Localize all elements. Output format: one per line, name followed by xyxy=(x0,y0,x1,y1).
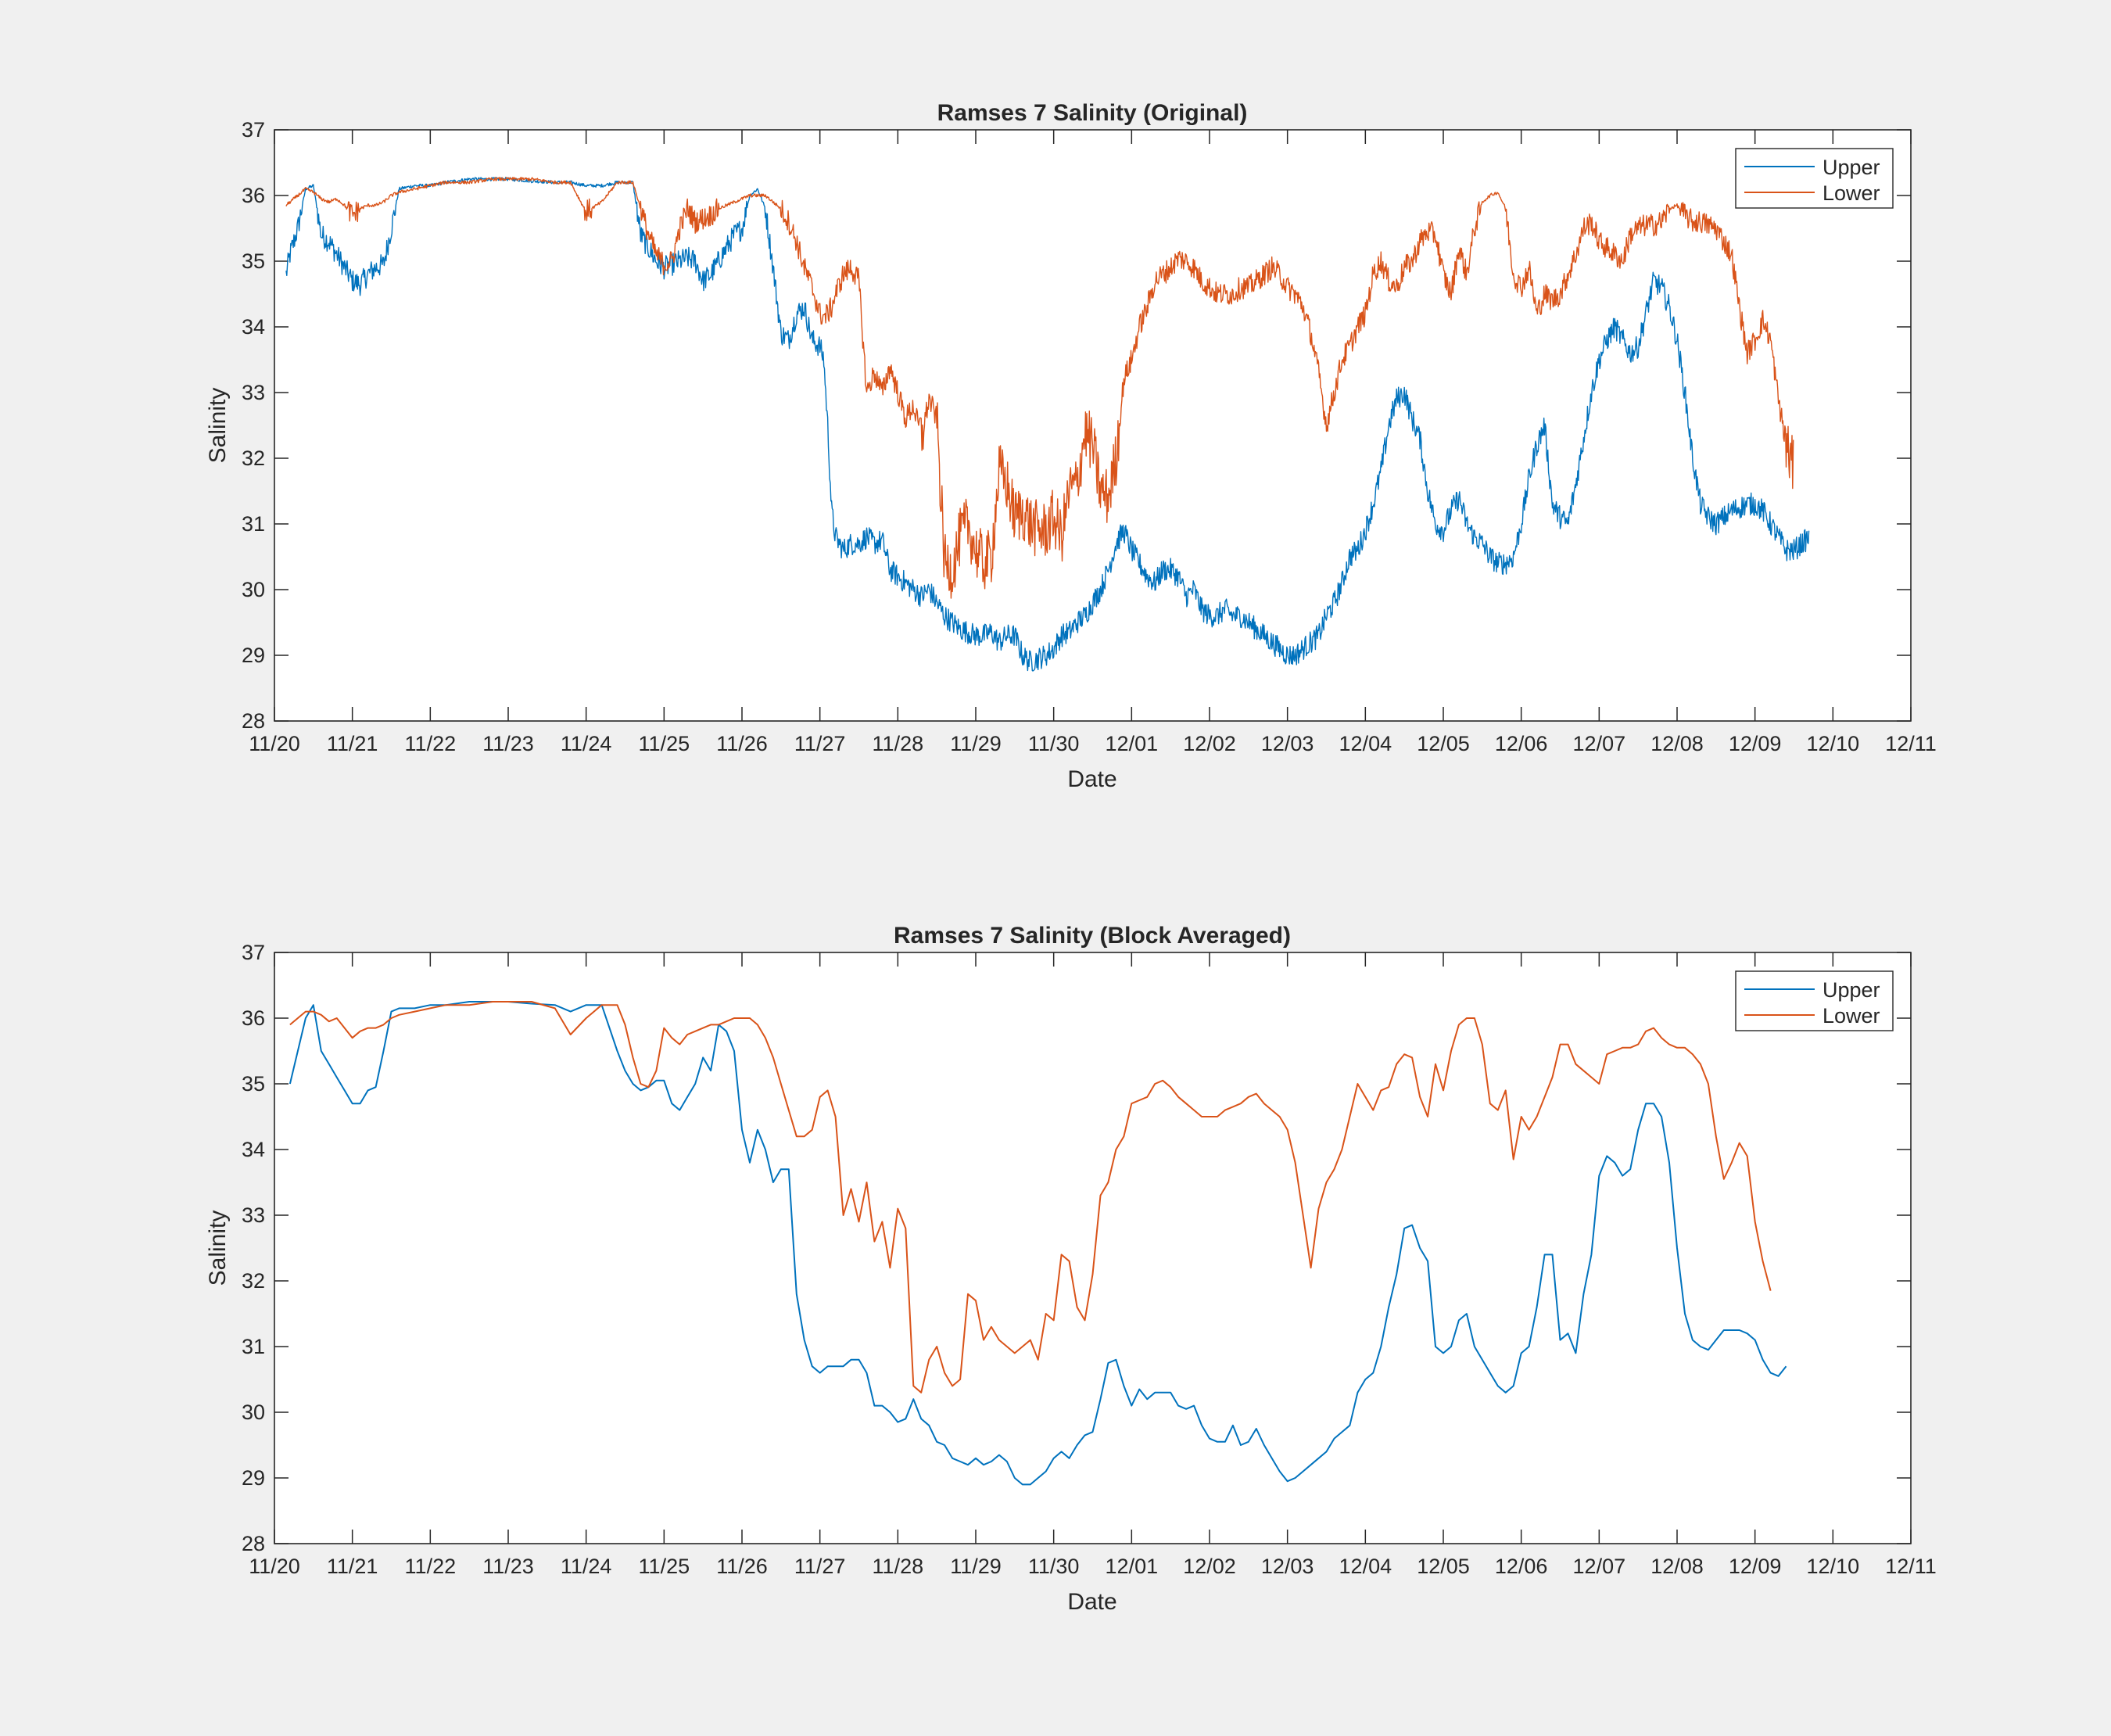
legend-label-upper: Upper xyxy=(1822,156,1880,179)
y-tick-label: 31 xyxy=(242,512,265,536)
y-tick-label: 28 xyxy=(242,1532,265,1555)
chart-original: Ramses 7 Salinity (Original) Date Salini… xyxy=(205,100,1937,792)
y-tick-label: 37 xyxy=(242,941,265,964)
y-tick-label: 34 xyxy=(242,1138,265,1161)
x-tick-label: 12/01 xyxy=(1106,1555,1159,1578)
x-tick-label: 11/24 xyxy=(561,1555,612,1578)
series-line-lower xyxy=(289,1001,1772,1393)
y-tick-label: 33 xyxy=(242,381,265,404)
y-tick-label: 30 xyxy=(242,1401,265,1424)
plot-frame xyxy=(274,129,1912,722)
x-tick-label: 11/26 xyxy=(716,732,768,755)
legend-label-lower: Lower xyxy=(1822,181,1880,205)
chart-block-averaged: Ramses 7 Salinity (Block Averaged) Date … xyxy=(205,923,1937,1615)
series-layer xyxy=(285,177,1810,672)
x-tick-label: 11/30 xyxy=(1028,732,1080,755)
legend-label-lower: Lower xyxy=(1822,1004,1880,1028)
y-tick-label: 34 xyxy=(242,315,265,339)
plot-area xyxy=(274,952,1911,1544)
x-tick-label: 12/05 xyxy=(1417,732,1470,755)
series-line-lower xyxy=(285,177,1794,599)
x-tick-label: 11/30 xyxy=(1028,1555,1080,1578)
plot-frame xyxy=(274,952,1912,1544)
y-tick-label: 35 xyxy=(242,249,265,273)
legend-box xyxy=(1735,148,1894,209)
y-tick-label: 30 xyxy=(242,578,265,601)
chart-title: Ramses 7 Salinity (Original) xyxy=(937,100,1248,126)
x-tick-label: 11/24 xyxy=(561,732,612,755)
x-tick-label: 12/07 xyxy=(1573,1555,1626,1578)
y-tick-label: 36 xyxy=(242,184,265,207)
tick-layer: 11/20 11/21 11/22 11/23 11/24 11/25 11/26 11/27… xyxy=(242,941,1937,1578)
x-tick-label: 12/04 xyxy=(1339,732,1392,755)
x-tick-label: 12/03 xyxy=(1261,732,1314,755)
x-tick-label: 11/22 xyxy=(405,732,457,755)
x-tick-label: 12/06 xyxy=(1495,1555,1548,1578)
chart-title: Ramses 7 Salinity (Block Averaged) xyxy=(894,923,1291,949)
y-tick-label: 32 xyxy=(242,447,265,470)
x-tick-label: 11/28 xyxy=(873,1555,924,1578)
x-tick-label: 12/06 xyxy=(1495,732,1548,755)
series-line-upper xyxy=(285,177,1810,672)
x-tick-label: 11/21 xyxy=(327,1555,378,1578)
x-tick-label: 12/08 xyxy=(1650,1555,1704,1578)
legend-label-upper: Upper xyxy=(1822,978,1880,1002)
x-tick-label: 11/22 xyxy=(405,1555,457,1578)
x-tick-label: 11/23 xyxy=(482,732,534,755)
x-axis-label: Date xyxy=(1067,766,1116,792)
x-tick-label: 11/28 xyxy=(873,732,924,755)
x-tick-label: 11/25 xyxy=(639,1555,690,1578)
x-tick-label: 12/11 xyxy=(1885,732,1937,755)
x-tick-label: 12/01 xyxy=(1106,732,1159,755)
x-tick-label: 12/08 xyxy=(1650,732,1704,755)
x-tick-label: 11/20 xyxy=(249,732,300,755)
x-tick-label: 12/10 xyxy=(1807,732,1860,755)
y-tick-label: 33 xyxy=(242,1203,265,1227)
x-tick-label: 11/25 xyxy=(639,732,690,755)
series-layer xyxy=(289,1001,1787,1486)
x-tick-label: 12/11 xyxy=(1885,1555,1937,1578)
y-tick-label: 29 xyxy=(242,644,265,667)
x-tick-label: 11/26 xyxy=(716,1555,768,1578)
y-tick-label: 32 xyxy=(242,1269,265,1293)
x-tick-label: 11/23 xyxy=(482,1555,534,1578)
legend: Upper Lower xyxy=(1735,148,1894,209)
x-tick-label: 12/02 xyxy=(1183,1555,1236,1578)
legend-box xyxy=(1735,970,1894,1031)
x-tick-label: 12/05 xyxy=(1417,1555,1470,1578)
y-axis-label: Salinity xyxy=(205,1211,231,1286)
y-tick-label: 35 xyxy=(242,1072,265,1096)
x-tick-label: 12/07 xyxy=(1573,732,1626,755)
y-tick-label: 28 xyxy=(242,709,265,733)
x-tick-label: 11/27 xyxy=(794,1555,846,1578)
y-tick-label: 29 xyxy=(242,1466,265,1490)
x-tick-label: 12/02 xyxy=(1183,732,1236,755)
series-line-upper xyxy=(289,1001,1787,1486)
x-tick-label: 12/03 xyxy=(1261,1555,1314,1578)
legend: Upper Lower xyxy=(1735,970,1894,1031)
x-tick-label: 11/29 xyxy=(950,732,1002,755)
x-tick-label: 12/04 xyxy=(1339,1555,1392,1578)
x-tick-label: 11/27 xyxy=(794,732,846,755)
y-tick-label: 31 xyxy=(242,1335,265,1358)
x-tick-label: 12/09 xyxy=(1729,1555,1782,1578)
x-tick-label: 12/09 xyxy=(1729,732,1782,755)
y-axis-label: Salinity xyxy=(205,388,231,464)
tick-layer: 11/20 11/21 11/22 11/23 11/24 11/25 11/26 11/27… xyxy=(242,118,1937,755)
y-tick-label: 37 xyxy=(242,118,265,142)
y-tick-label: 36 xyxy=(242,1006,265,1030)
x-tick-label: 12/10 xyxy=(1807,1555,1860,1578)
x-tick-label: 11/21 xyxy=(327,732,378,755)
x-tick-label: 11/29 xyxy=(950,1555,1002,1578)
x-tick-label: 11/20 xyxy=(249,1555,300,1578)
x-axis-label: Date xyxy=(1067,1589,1116,1615)
